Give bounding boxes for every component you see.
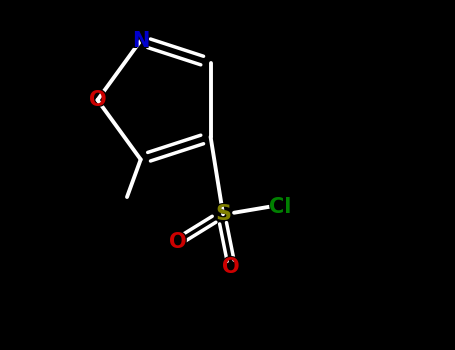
Text: Cl: Cl (269, 197, 292, 217)
Text: O: O (89, 90, 106, 110)
Text: O: O (169, 232, 187, 252)
Text: O: O (222, 257, 239, 277)
Text: O: O (87, 88, 107, 112)
Text: S: S (214, 202, 232, 226)
Text: N: N (132, 30, 149, 50)
Text: O: O (168, 230, 188, 254)
Text: S: S (215, 204, 231, 224)
Text: O: O (221, 255, 241, 279)
Text: Cl: Cl (268, 195, 293, 219)
Text: N: N (131, 29, 151, 52)
